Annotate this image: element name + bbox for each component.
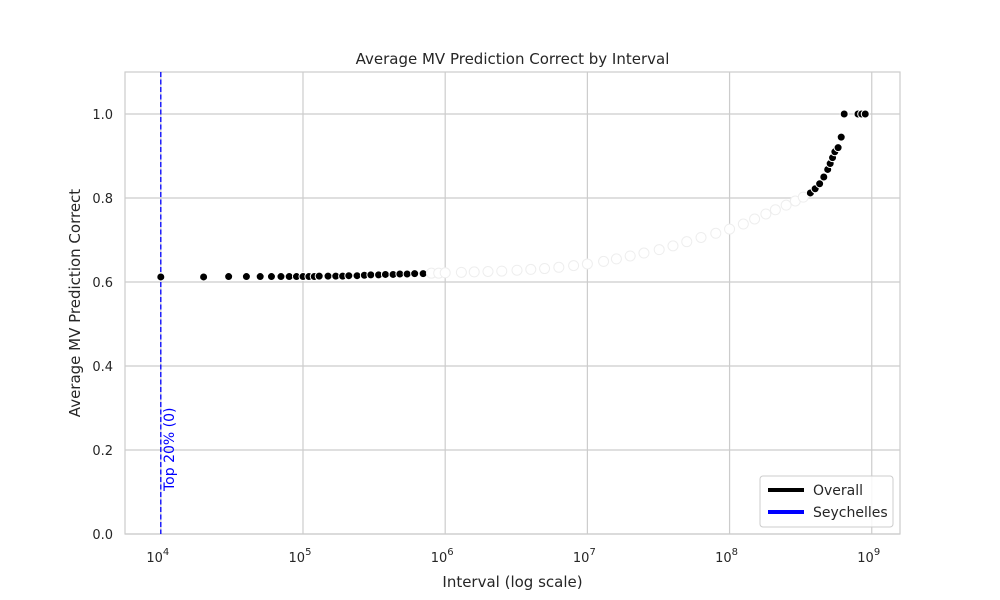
reference-lines: Top 20% (0) bbox=[160, 72, 178, 534]
data-point bbox=[667, 240, 679, 252]
data-point bbox=[836, 132, 846, 142]
y-tick-label: 0.4 bbox=[92, 360, 113, 375]
data-point bbox=[819, 172, 829, 182]
data-point bbox=[482, 266, 494, 277]
data-point bbox=[366, 270, 376, 280]
data-point bbox=[525, 263, 537, 275]
data-point bbox=[749, 213, 761, 225]
data-point bbox=[344, 271, 354, 281]
data-point bbox=[266, 272, 276, 282]
data-point bbox=[568, 260, 580, 272]
plot-frame bbox=[124, 71, 901, 535]
data-point bbox=[380, 269, 390, 279]
data-point bbox=[553, 261, 565, 273]
data-point bbox=[860, 109, 870, 119]
data-point bbox=[839, 109, 849, 119]
data-point bbox=[511, 264, 523, 276]
data-point bbox=[681, 236, 693, 248]
data-point bbox=[402, 269, 412, 279]
data-points bbox=[156, 109, 870, 282]
data-point bbox=[638, 247, 650, 259]
data-point bbox=[769, 204, 781, 216]
data-point bbox=[323, 271, 333, 281]
data-point bbox=[581, 258, 593, 270]
data-point bbox=[255, 272, 265, 282]
data-point bbox=[156, 272, 166, 282]
chart-title: Average MV Prediction Correct by Interva… bbox=[356, 50, 670, 68]
data-point bbox=[815, 179, 825, 189]
y-tick-labels: 0.0 0.2 0.4 0.6 0.8 1.0 bbox=[92, 108, 113, 543]
x-tick-label: 109 bbox=[857, 547, 880, 566]
data-point bbox=[653, 244, 665, 256]
y-axis-label: Average MV Prediction Correct bbox=[66, 189, 84, 417]
data-point bbox=[724, 223, 736, 235]
data-point bbox=[455, 266, 467, 278]
data-point bbox=[695, 231, 707, 243]
legend-label-overall: Overall bbox=[813, 483, 863, 499]
data-point bbox=[737, 218, 749, 230]
data-point bbox=[496, 265, 508, 277]
y-tick-label: 0.0 bbox=[92, 528, 113, 543]
x-tick-label: 106 bbox=[431, 547, 454, 566]
data-point bbox=[539, 263, 551, 275]
x-tick-label: 108 bbox=[715, 547, 738, 566]
x-tick-labels: 104 105 106 107 108 109 bbox=[146, 547, 880, 566]
data-point bbox=[468, 266, 480, 278]
data-point bbox=[410, 269, 420, 279]
data-point bbox=[314, 271, 324, 281]
y-tick-label: 0.2 bbox=[92, 444, 113, 459]
data-point bbox=[439, 267, 451, 279]
x-tick-label: 104 bbox=[146, 547, 169, 566]
data-point bbox=[760, 208, 772, 220]
legend-label-seychelles: Seychelles bbox=[813, 505, 888, 521]
data-point bbox=[780, 199, 792, 211]
data-point bbox=[833, 143, 843, 153]
legend: Overall Seychelles bbox=[759, 475, 894, 528]
data-point bbox=[224, 272, 234, 282]
data-point bbox=[241, 272, 251, 282]
y-tick-label: 1.0 bbox=[92, 108, 113, 123]
data-point bbox=[199, 272, 209, 282]
y-tick-label: 0.8 bbox=[92, 192, 113, 207]
x-axis-label: Interval (log scale) bbox=[442, 573, 582, 591]
x-tick-label: 105 bbox=[289, 547, 312, 566]
data-point bbox=[710, 227, 722, 239]
data-point bbox=[610, 253, 622, 265]
y-tick-label: 0.6 bbox=[92, 276, 113, 291]
reference-line-label: Top 20% (0) bbox=[162, 408, 178, 492]
x-tick-label: 107 bbox=[573, 547, 596, 566]
data-point bbox=[598, 255, 610, 267]
data-point bbox=[276, 272, 286, 282]
data-point bbox=[624, 250, 636, 262]
data-point bbox=[797, 191, 809, 203]
